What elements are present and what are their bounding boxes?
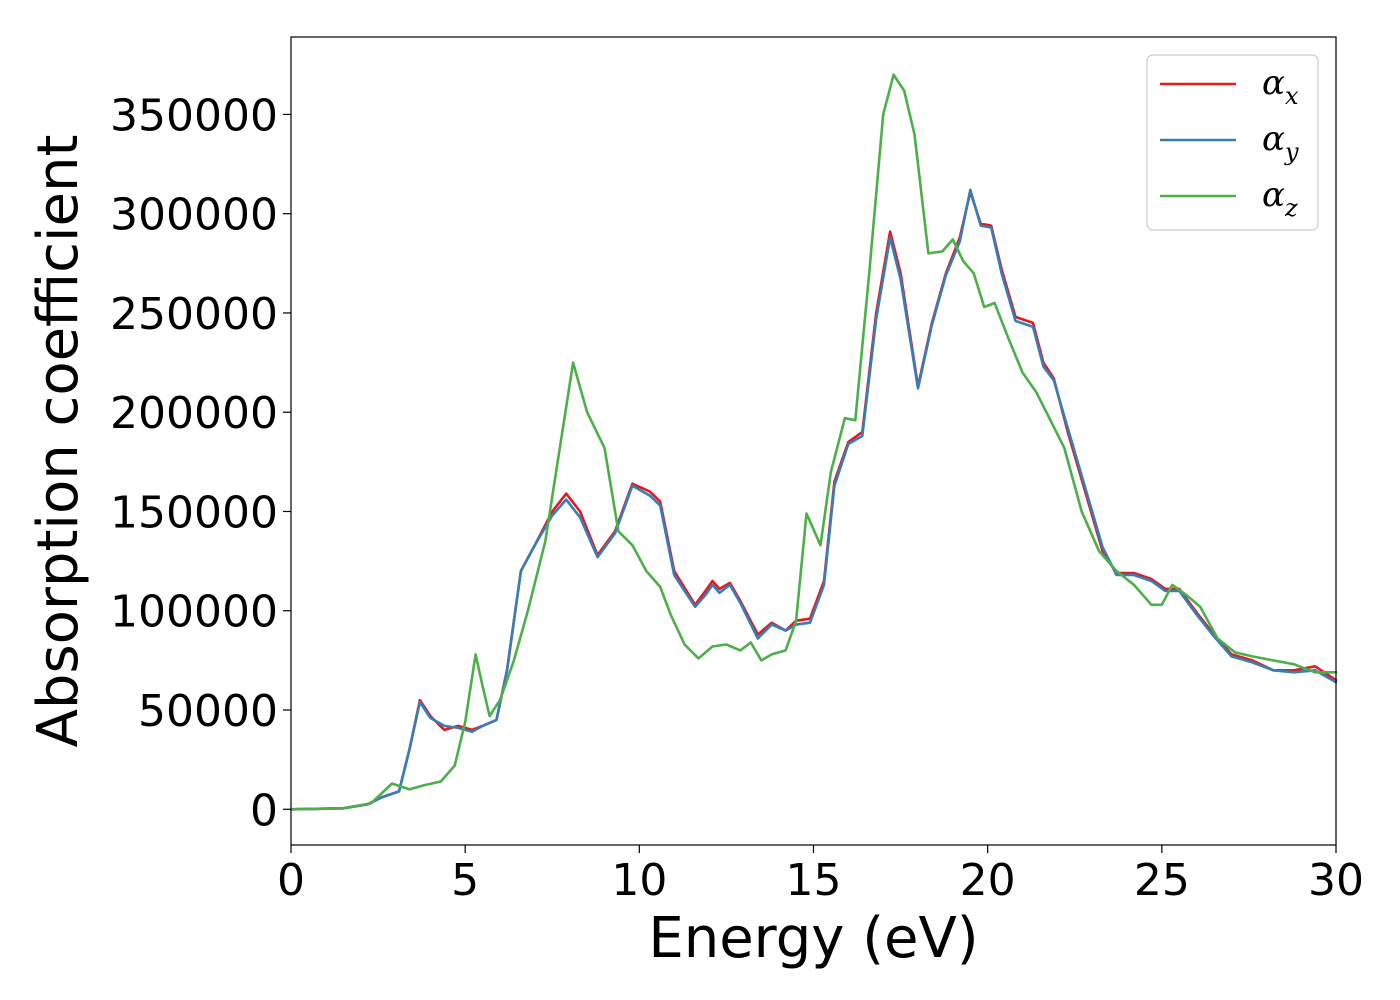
y-tick-label: 250000 [110, 289, 278, 340]
axis-ticks: 0 5 10 15 20 25 30 0 50000 100000 150000 200000 2500… [110, 90, 1364, 906]
x-tick-label: 0 [277, 855, 305, 906]
y-axis-label: Absorption coefficient [26, 135, 91, 748]
y-tick-label: 350000 [110, 90, 278, 141]
legend-symbol: α [1262, 175, 1285, 215]
x-tick-label: 5 [451, 855, 479, 906]
x-tick-label: 25 [1134, 855, 1190, 906]
series-layer [289, 73, 1338, 811]
y-tick-label: 50000 [138, 686, 278, 737]
y-tick-label: 150000 [110, 487, 278, 538]
y-tick-label: 200000 [110, 388, 278, 439]
x-tick-label: 20 [960, 855, 1016, 906]
legend-label-alpha-x: αx [1262, 63, 1299, 110]
legend-label-alpha-y: αy [1262, 119, 1299, 166]
y-tick-label: 300000 [110, 190, 278, 241]
legend-subscript: x [1285, 82, 1299, 110]
x-axis-label: Energy (eV) [648, 906, 978, 971]
x-tick-label: 30 [1308, 855, 1364, 906]
legend-symbol: α [1262, 63, 1285, 103]
legend-subscript: z [1284, 194, 1298, 222]
legend-label-alpha-z: αz [1262, 175, 1298, 222]
series-line-alpha-z [289, 73, 1338, 811]
y-tick-label: 100000 [110, 587, 278, 638]
x-tick-label: 10 [611, 855, 667, 906]
x-tick-label: 15 [786, 855, 842, 906]
legend-box [1146, 54, 1319, 231]
y-tick-label: 0 [250, 785, 278, 836]
legend-subscript: y [1284, 138, 1299, 166]
legend-symbol: α [1262, 119, 1285, 159]
